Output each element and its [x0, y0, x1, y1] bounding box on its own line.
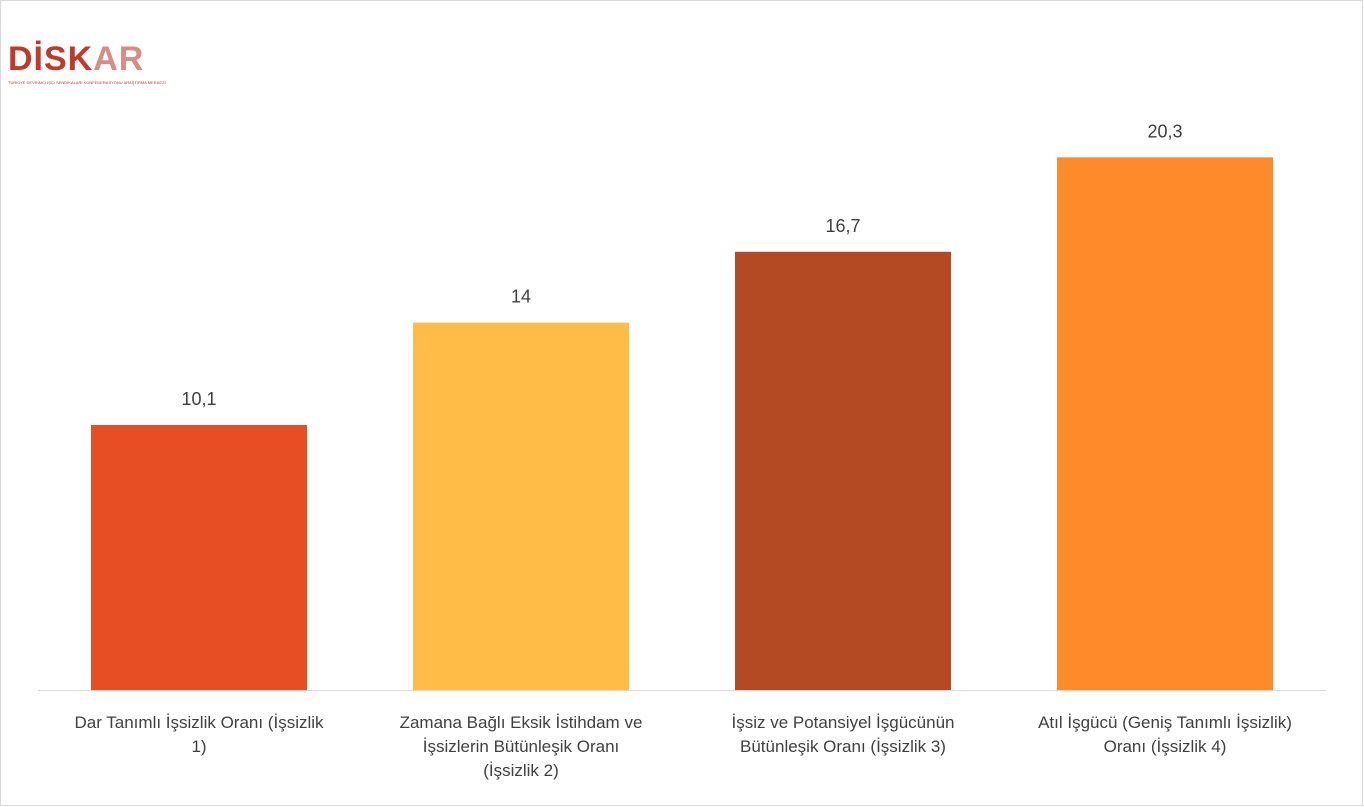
data-label-3: 16,7: [825, 216, 860, 236]
logo-wordmark: DİSKAR: [8, 40, 145, 78]
data-label-4: 20,3: [1147, 121, 1182, 141]
category-label-3: İşsiz ve Potansiyel İşgücünün Bütünleşik …: [731, 713, 954, 756]
data-label-1: 10,1: [181, 389, 216, 409]
bar-1: [91, 424, 307, 690]
diskar-logo: DİSKAR TÜRKİYE DEVRİMCİ İŞÇİ SENDİKALARI…: [8, 40, 166, 90]
category-label-2: Zamana Bağlı Eksik İstihdam ve İşsizlerin…: [400, 713, 643, 780]
category-label-4: Atıl İşgücü (Geniş Tanımlı İşsizlik) Oran…: [1038, 713, 1292, 756]
data-label-2: 14: [511, 287, 531, 307]
logo-tagline: TÜRKİYE DEVRİMCİ İŞÇİ SENDİKALARI KONFED…: [8, 80, 166, 85]
bar-2: [413, 322, 629, 690]
category-label-1: Dar Tanımlı İşsizlik Oranı (İşsizlik 1): [74, 713, 324, 756]
bar-4: [1057, 157, 1273, 690]
bar-3: [735, 251, 951, 691]
